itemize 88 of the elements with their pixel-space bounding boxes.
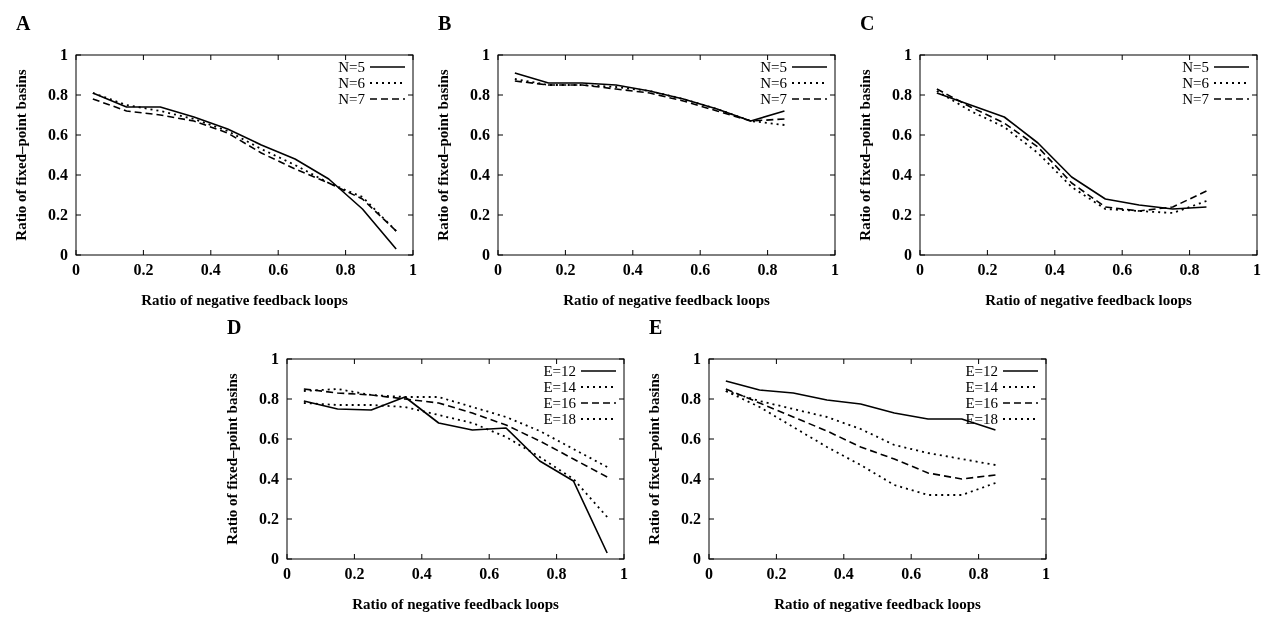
y-tick-label: 0.6 (470, 126, 490, 143)
y-tick-label: 0.4 (259, 470, 279, 487)
legend-label: E=16 (965, 395, 999, 411)
legend-label: E=12 (965, 363, 998, 379)
legend-label: N=7 (1182, 91, 1210, 107)
y-tick-label: 0.6 (681, 430, 701, 447)
legend-label: N=7 (338, 91, 366, 107)
y-tick-label: 0 (693, 550, 701, 567)
x-axis-title: Ratio of negative feedback loops (985, 292, 1192, 308)
y-tick-label: 1 (693, 350, 701, 367)
x-tick-label: 1 (1042, 565, 1050, 582)
legend-label: E=14 (965, 379, 999, 395)
legend-label: E=14 (543, 379, 577, 395)
legend-label: E=16 (543, 395, 577, 411)
y-tick-label: 0.4 (892, 166, 912, 183)
y-tick-label: 0.8 (259, 390, 279, 407)
x-tick-label: 0.2 (555, 261, 576, 278)
legend-label: N=5 (338, 59, 365, 75)
legend-label: N=5 (1182, 59, 1209, 75)
legend-label: N=6 (1182, 75, 1210, 91)
y-tick-label: 0 (271, 550, 279, 567)
y-axis-title: Ratio of fixed–point basins (224, 373, 240, 545)
y-tick-label: 0.2 (470, 206, 490, 223)
chart-title: B (438, 12, 452, 34)
x-tick-label: 0.2 (344, 565, 365, 582)
y-tick-label: 1 (904, 46, 912, 63)
y-tick-label: 0.2 (259, 510, 279, 527)
y-tick-label: 0 (60, 246, 68, 263)
y-tick-label: 0.8 (48, 86, 68, 103)
y-tick-label: 0.4 (681, 470, 701, 487)
x-tick-label: 0 (72, 261, 80, 278)
x-tick-label: 0.4 (833, 565, 854, 582)
y-axis-title: Ratio of fixed–point basins (435, 69, 451, 241)
x-tick-label: 0.4 (200, 261, 221, 278)
legend-label: N=5 (760, 59, 787, 75)
legend-label: E=18 (965, 411, 998, 427)
x-axis-title: Ratio of negative feedback loops (352, 596, 559, 612)
y-tick-label: 1 (271, 350, 279, 367)
legend-label: E=12 (543, 363, 576, 379)
x-tick-label: 0.8 (968, 565, 989, 582)
y-tick-label: 0.8 (470, 86, 490, 103)
y-tick-label: 0.6 (259, 430, 279, 447)
chart-title: E (649, 316, 663, 338)
x-tick-label: 1 (1253, 261, 1261, 278)
legend-label: E=18 (543, 411, 576, 427)
y-tick-label: 0.8 (892, 86, 912, 103)
x-tick-label: 0.8 (546, 565, 567, 582)
chart-title: D (227, 316, 242, 338)
x-tick-label: 1 (409, 261, 417, 278)
x-tick-label: 0.2 (977, 261, 998, 278)
legend-label: N=6 (760, 75, 788, 91)
y-tick-label: 0.6 (892, 126, 912, 143)
x-axis-title: Ratio of negative feedback loops (141, 292, 348, 308)
y-tick-label: 0.8 (681, 390, 701, 407)
y-axis-title: Ratio of fixed–point basins (646, 373, 662, 545)
x-tick-label: 0 (705, 565, 713, 582)
x-tick-label: 0.4 (411, 565, 432, 582)
legend-label: N=6 (338, 75, 366, 91)
y-axis-title: Ratio of fixed–point basins (13, 69, 29, 241)
y-tick-label: 0 (482, 246, 490, 263)
y-tick-label: 1 (60, 46, 68, 63)
chart-title: C (860, 12, 875, 34)
x-tick-label: 0 (283, 565, 291, 582)
legend-label: N=7 (760, 91, 788, 107)
y-axis-title: Ratio of fixed–point basins (857, 69, 873, 241)
x-tick-label: 0 (494, 261, 502, 278)
x-tick-label: 0.2 (766, 565, 787, 582)
x-tick-label: 0.8 (1179, 261, 1200, 278)
chart-title: A (16, 12, 31, 34)
x-tick-label: 0.8 (335, 261, 356, 278)
x-tick-label: 0.4 (622, 261, 643, 278)
x-tick-label: 0 (916, 261, 924, 278)
x-tick-label: 0.6 (1112, 261, 1133, 278)
x-axis-title: Ratio of negative feedback loops (563, 292, 770, 308)
y-tick-label: 0.6 (48, 126, 68, 143)
x-tick-label: 0.2 (133, 261, 154, 278)
x-tick-label: 1 (831, 261, 839, 278)
y-tick-label: 0 (904, 246, 912, 263)
x-axis-title: Ratio of negative feedback loops (774, 596, 981, 612)
y-tick-label: 0.4 (48, 166, 68, 183)
y-tick-label: 0.4 (470, 166, 490, 183)
y-tick-label: 0.2 (681, 510, 701, 527)
x-tick-label: 0.4 (1044, 261, 1065, 278)
x-tick-label: 1 (620, 565, 628, 582)
x-tick-label: 0.8 (757, 261, 778, 278)
y-tick-label: 0.2 (48, 206, 68, 223)
y-tick-label: 1 (482, 46, 490, 63)
y-tick-label: 0.2 (892, 206, 912, 223)
